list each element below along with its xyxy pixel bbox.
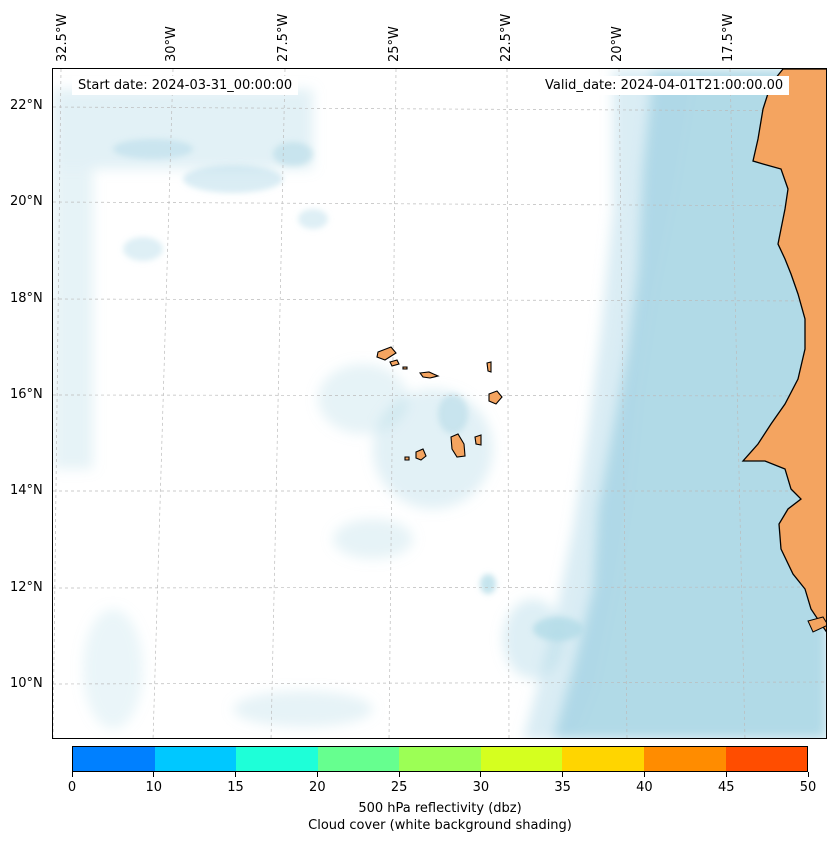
lon-label-22-5w: 22.5°W	[499, 13, 514, 62]
colorbar-label-line2: Cloud cover (white background shading)	[308, 818, 572, 833]
island-santa-luzia	[402, 366, 408, 370]
lat-label-22n: 22°N	[10, 98, 43, 113]
colorbar-tick	[153, 772, 155, 777]
lon-label-32-5w: 32.5°W	[55, 13, 70, 62]
island-brava	[404, 456, 410, 461]
colorbar-tick-label: 45	[717, 780, 735, 795]
colorbar-segment-3	[317, 747, 400, 771]
lat-label-14n: 14°N	[10, 483, 43, 498]
colorbar-segment-6	[562, 747, 644, 771]
lon-label-20w: 20°W	[610, 26, 625, 62]
colorbar-segment-0	[73, 747, 155, 771]
colorbar-tick-label: 0	[67, 780, 77, 795]
colorbar-tick-label: 35	[554, 780, 571, 795]
africa-land	[741, 69, 826, 633]
colorbar-tick-label: 50	[799, 780, 817, 795]
lon-label-30w: 30°W	[164, 26, 179, 62]
colorbar-tick-label: 15	[227, 780, 244, 795]
cloud-cover-shading	[53, 69, 826, 738]
island-boa-vista	[488, 390, 503, 405]
map-canvas	[53, 69, 826, 738]
island-sal	[486, 361, 492, 373]
lat-label-18n: 18°N	[10, 291, 43, 306]
colorbar-tick	[316, 772, 318, 777]
lat-label-10n: 10°N	[10, 676, 43, 691]
colorbar-segment-8	[725, 747, 808, 771]
colorbar-tick-label: 25	[390, 780, 408, 795]
island-maio	[474, 434, 482, 446]
island-fogo	[415, 448, 427, 461]
lat-label-16n: 16°N	[10, 387, 43, 402]
island-sao-nicolau	[418, 371, 440, 379]
colorbar-tick-label: 40	[636, 780, 653, 795]
colorbar-tick	[398, 772, 400, 777]
lon-label-25w: 25°W	[387, 26, 402, 62]
colorbar-tick	[807, 772, 809, 777]
lat-label-12n: 12°N	[10, 580, 43, 595]
island-sao-vicente	[389, 359, 400, 367]
lat-label-20n: 20°N	[10, 194, 43, 209]
colorbar-tick	[235, 772, 237, 777]
colorbar-tick-label: 20	[309, 780, 326, 795]
start-date-annotation: Start date: 2024-03-31_00:00:00	[72, 76, 299, 95]
island-santiago	[450, 433, 466, 458]
colorbar-segment-7	[643, 747, 726, 771]
map-panel[interactable]	[52, 68, 827, 739]
colorbar-tick	[71, 772, 73, 777]
colorbar-tick-label: 30	[472, 780, 490, 795]
colorbar-segment-4	[399, 747, 481, 771]
colorbar-tick-label: 10	[145, 780, 163, 795]
colorbar-tick	[643, 772, 645, 777]
lon-label-17-5w: 17.5°W	[721, 13, 736, 62]
graticule	[53, 69, 826, 738]
colorbar-tick	[725, 772, 727, 777]
colorbar-tick	[480, 772, 482, 777]
cape-verde-islands	[376, 346, 503, 461]
colorbar-tick	[562, 772, 564, 777]
cloud-patches	[113, 139, 583, 641]
colorbar-segment-5	[480, 747, 563, 771]
valid-date-annotation: Valid_date: 2024-04-01T21:00:00.00	[539, 76, 790, 95]
lon-label-27-5w: 27.5°W	[276, 13, 291, 62]
island-santo-antao	[376, 346, 397, 361]
colorbar-segment-1	[154, 747, 237, 771]
bijagos-island	[807, 616, 826, 633]
colorbar	[72, 746, 808, 772]
colorbar-label-line1: 500 hPa reflectivity (dbz)	[358, 801, 522, 816]
colorbar-segment-2	[236, 747, 318, 771]
